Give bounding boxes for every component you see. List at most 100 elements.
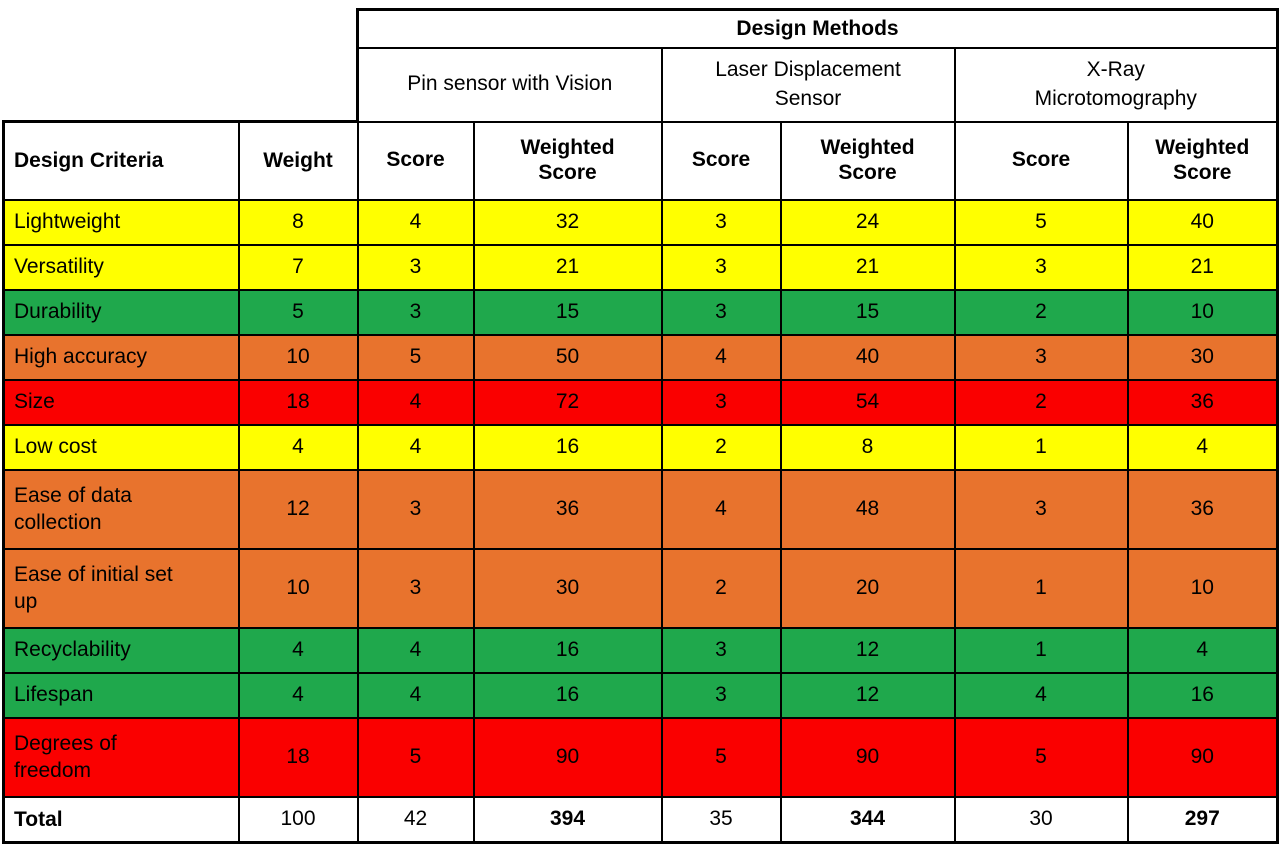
criteria-column-header: Design Criteria — [2, 120, 240, 201]
criteria-cell: Recyclability — [2, 626, 240, 674]
score-cell: 1 — [953, 626, 1129, 674]
weighted-score-cell: 16 — [1126, 671, 1280, 719]
score-cell: 4 — [356, 671, 475, 719]
score-cell: 3 — [660, 378, 782, 426]
weight-cell: 12 — [237, 468, 359, 550]
weight-cell: 18 — [237, 716, 359, 798]
weighted-score-cell: 10 — [1126, 288, 1280, 336]
weighted-score-cell: 12 — [779, 626, 956, 674]
criteria-cell: Ease of initial set up — [2, 547, 240, 629]
method-group-pin-sensor: Pin sensor with Vision — [356, 46, 663, 123]
score-cell: 4 — [356, 423, 475, 471]
table-row-degrees-of-freedom: Degrees of freedom 18 5 90 5 90 5 90 — [2, 716, 1280, 798]
score-cell: 4 — [356, 198, 475, 246]
score-cell: 5 — [356, 716, 475, 798]
total-label-cell: Total — [2, 795, 240, 844]
score-cell: 3 — [660, 288, 782, 336]
total-weighted-score-cell: 297 — [1126, 795, 1280, 844]
criteria-cell: Low cost — [2, 423, 240, 471]
table-row-lightweight: Lightweight 8 4 32 3 24 5 40 — [2, 198, 1280, 246]
method-line: Pin sensor with Vision — [407, 72, 613, 96]
weighted-score-cell: 16 — [472, 626, 663, 674]
score-cell: 5 — [356, 333, 475, 381]
weighted-score-cell: 36 — [1126, 378, 1280, 426]
score-column-header: Score — [660, 120, 782, 201]
weighted-score-column-header: Weighted Score — [779, 120, 956, 201]
score-cell: 3 — [356, 243, 475, 291]
weighted-score-cell: 36 — [1126, 468, 1280, 550]
score-cell: 4 — [660, 333, 782, 381]
weighted-score-cell: 15 — [779, 288, 956, 336]
weighted-score-cell: 50 — [472, 333, 663, 381]
criteria-cell: Lifespan — [2, 671, 240, 719]
weighted-score-column-header: Weighted Score — [1126, 120, 1280, 201]
score-cell: 3 — [356, 547, 475, 629]
table-row-ease-of-data-collection: Ease of data collection 12 3 36 4 48 3 3… — [2, 468, 1280, 550]
weighted-score-label: Weighted Score — [520, 136, 615, 184]
weight-cell: 18 — [237, 378, 359, 426]
table-row-ease-of-initial-set-up: Ease of initial set up 10 3 30 2 20 1 10 — [2, 547, 1280, 629]
score-cell: 4 — [953, 671, 1129, 719]
table-row-lifespan: Lifespan 4 4 16 3 12 4 16 — [2, 671, 1280, 719]
criteria-cell: Lightweight — [2, 198, 240, 246]
total-weighted-score-cell: 344 — [779, 795, 956, 844]
method-group-laser-displacement: Laser Displacement Sensor — [660, 46, 956, 123]
weighted-score-cell: 72 — [472, 378, 663, 426]
weighted-score-cell: 36 — [472, 468, 663, 550]
weight-column-header: Weight — [237, 120, 359, 201]
score-cell: 3 — [356, 468, 475, 550]
weight-cell: 7 — [237, 243, 359, 291]
weighted-score-cell: 32 — [472, 198, 663, 246]
weighted-score-cell: 12 — [779, 671, 956, 719]
weighted-score-cell: 16 — [472, 423, 663, 471]
table-row-durability: Durability 5 3 15 3 15 2 10 — [2, 288, 1280, 336]
weighted-score-cell: 90 — [472, 716, 663, 798]
weighted-score-label: Weighted Score — [1155, 136, 1250, 184]
score-cell: 4 — [660, 468, 782, 550]
table-row-size: Size 18 4 72 3 54 2 36 — [2, 378, 1280, 426]
table-row-low-cost: Low cost 4 4 16 2 8 1 4 — [2, 423, 1280, 471]
weighted-score-cell: 54 — [779, 378, 956, 426]
design-methods-header-row: Design Methods — [3, 8, 1280, 49]
weighted-score-cell: 30 — [1126, 333, 1280, 381]
method-line: Laser Displacement — [715, 58, 901, 82]
weighted-score-cell: 4 — [1126, 423, 1280, 471]
weighted-score-cell: 90 — [1126, 716, 1280, 798]
total-score-cell: 35 — [660, 795, 782, 844]
table-row-high-accuracy: High accuracy 10 5 50 4 40 3 30 — [2, 333, 1280, 381]
criteria-cell: Size — [2, 378, 240, 426]
score-column-header: Score — [356, 120, 475, 201]
empty-corner — [3, 47, 358, 122]
score-cell: 3 — [660, 198, 782, 246]
score-cell: 1 — [953, 423, 1129, 471]
weight-cell: 8 — [237, 198, 359, 246]
weighted-score-cell: 16 — [472, 671, 663, 719]
weighted-score-cell: 40 — [779, 333, 956, 381]
score-cell: 3 — [660, 243, 782, 291]
score-column-header: Score — [953, 120, 1129, 201]
weight-cell: 10 — [237, 547, 359, 629]
criteria-cell: Durability — [2, 288, 240, 336]
method-line: X-Ray — [1086, 58, 1145, 82]
score-cell: 5 — [953, 198, 1129, 246]
weighted-score-cell: 21 — [1126, 243, 1280, 291]
weighted-score-cell: 21 — [779, 243, 956, 291]
criteria-cell: High accuracy — [2, 333, 240, 381]
weighted-score-cell: 8 — [779, 423, 956, 471]
weight-cell: 4 — [237, 423, 359, 471]
score-cell: 3 — [356, 288, 475, 336]
weighted-score-cell: 10 — [1126, 547, 1280, 629]
weighted-score-cell: 30 — [472, 547, 663, 629]
table-row-total: Total 100 42 394 35 344 30 297 — [2, 795, 1280, 844]
weighted-score-cell: 48 — [779, 468, 956, 550]
weighted-score-column-header: Weighted Score — [472, 120, 663, 201]
score-cell: 1 — [953, 547, 1129, 629]
score-cell: 3 — [660, 671, 782, 719]
weighted-score-label: Weighted Score — [820, 136, 915, 184]
score-cell: 5 — [660, 716, 782, 798]
table-row-recyclability: Recyclability 4 4 16 3 12 1 4 — [2, 626, 1280, 674]
weighted-score-cell: 90 — [779, 716, 956, 798]
empty-corner — [3, 9, 358, 48]
score-cell: 2 — [660, 423, 782, 471]
score-cell: 3 — [953, 243, 1129, 291]
